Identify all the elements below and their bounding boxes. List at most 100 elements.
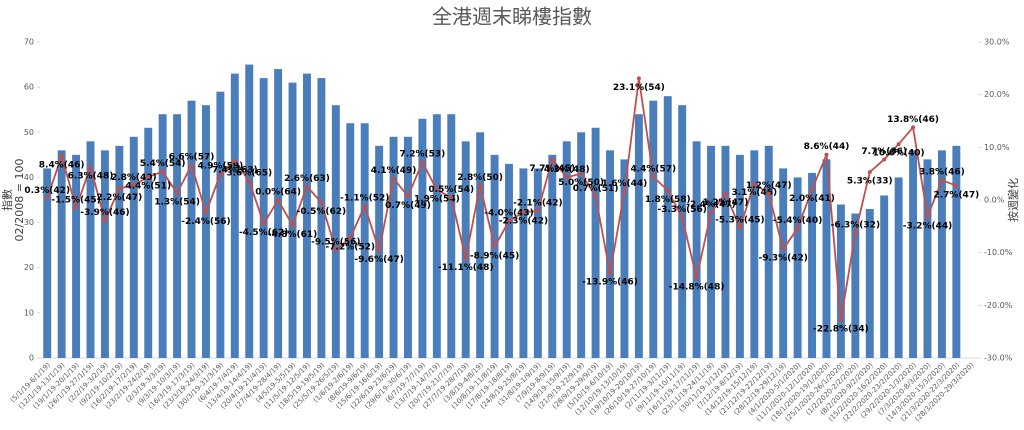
bar bbox=[721, 145, 730, 358]
marker bbox=[88, 164, 93, 169]
data-label: -3.2%(44) bbox=[903, 221, 952, 231]
marker bbox=[117, 186, 122, 191]
data-label: -0.5%(62) bbox=[297, 207, 346, 217]
marker bbox=[838, 318, 843, 323]
data-label: 2.8%(49) bbox=[111, 173, 157, 183]
bar bbox=[187, 100, 196, 358]
y2-tick-label: 30.0% bbox=[984, 38, 1010, 47]
marker bbox=[651, 174, 656, 179]
y2-tick-label: -10.0% bbox=[984, 248, 1013, 257]
marker bbox=[492, 244, 497, 249]
data-label: -5.4%(40) bbox=[773, 216, 822, 226]
marker bbox=[232, 159, 237, 164]
bar bbox=[86, 141, 95, 358]
marker bbox=[564, 175, 569, 180]
marker bbox=[680, 215, 685, 220]
data-label: -2.1%(42) bbox=[513, 199, 562, 209]
bar bbox=[764, 145, 773, 358]
y2-tick-label: -30.0% bbox=[984, 354, 1013, 363]
data-label: 2.6%(63) bbox=[284, 174, 330, 184]
marker bbox=[449, 195, 454, 200]
marker bbox=[911, 125, 916, 130]
data-label: 4.1%(49) bbox=[371, 166, 417, 176]
data-label: 5.4%(54) bbox=[140, 159, 186, 169]
marker bbox=[333, 248, 338, 253]
bar bbox=[952, 145, 961, 358]
marker bbox=[737, 225, 742, 230]
bar bbox=[288, 82, 297, 358]
data-label: 3.6%(65) bbox=[226, 169, 272, 179]
data-label: 6.3%(48) bbox=[68, 171, 114, 181]
data-label: 0.5%(54) bbox=[428, 185, 474, 195]
bar bbox=[230, 73, 239, 358]
bar bbox=[57, 150, 66, 358]
data-label: 5.3%(33) bbox=[847, 177, 893, 187]
marker bbox=[622, 189, 627, 194]
marker bbox=[853, 231, 858, 236]
marker bbox=[434, 187, 439, 192]
data-label: 7.7%(45) bbox=[529, 164, 575, 174]
bar bbox=[909, 150, 918, 358]
y-tick-label: 60 bbox=[24, 83, 34, 92]
bar bbox=[836, 204, 845, 358]
bar bbox=[158, 114, 167, 358]
marker bbox=[593, 194, 598, 199]
data-label: -2.4%(56) bbox=[181, 217, 230, 227]
marker bbox=[247, 179, 252, 184]
bar bbox=[735, 154, 744, 358]
y2-tick-label: 0.0% bbox=[984, 196, 1005, 205]
data-label: 1.2%(47) bbox=[703, 198, 749, 208]
data-label: -2.3%(42) bbox=[499, 217, 548, 227]
data-label: 10.6%(40) bbox=[873, 149, 925, 159]
bar bbox=[663, 96, 672, 359]
marker bbox=[752, 181, 757, 186]
bar bbox=[562, 141, 571, 358]
bar bbox=[649, 100, 658, 358]
data-label: 4.9%(59) bbox=[198, 162, 244, 172]
data-label: -6.3%(32) bbox=[831, 221, 880, 231]
marker bbox=[608, 271, 613, 276]
data-label: 0.7%(49) bbox=[385, 201, 431, 211]
data-label: -11.1%(48) bbox=[438, 263, 494, 273]
bar bbox=[360, 123, 369, 358]
data-label: -13.9%(46) bbox=[582, 278, 638, 288]
bar bbox=[634, 114, 643, 358]
bar bbox=[432, 114, 441, 358]
marker bbox=[896, 142, 901, 147]
bar bbox=[707, 145, 715, 358]
data-label: 2.2%(47) bbox=[97, 193, 143, 203]
y-tick-label: 30 bbox=[24, 218, 34, 227]
marker bbox=[391, 176, 396, 181]
y-tick-label: 20 bbox=[24, 263, 34, 272]
data-label: 2.8%(50) bbox=[457, 173, 503, 183]
marker bbox=[478, 183, 483, 188]
bar bbox=[533, 168, 542, 358]
data-label: -8.9%(45) bbox=[470, 251, 519, 261]
bar bbox=[591, 127, 600, 359]
data-label: 8.6%(44) bbox=[804, 142, 850, 152]
marker bbox=[261, 221, 266, 226]
marker bbox=[146, 174, 151, 179]
marker bbox=[925, 214, 930, 219]
marker bbox=[348, 235, 353, 240]
y-axis-label: 指數 bbox=[0, 189, 14, 211]
y-tick-label: 40 bbox=[24, 173, 34, 182]
data-label: -2.4%(47) bbox=[686, 200, 735, 210]
bar bbox=[490, 154, 499, 358]
data-label: 1.9%(54) bbox=[414, 194, 460, 204]
data-label: 0.7%(51) bbox=[573, 184, 619, 194]
bar bbox=[779, 168, 788, 358]
data-label: -1.5%(45) bbox=[51, 195, 100, 205]
marker bbox=[74, 205, 79, 210]
bar bbox=[750, 150, 759, 358]
bar bbox=[418, 118, 427, 358]
y-axis-label: 02/2008 = 100 bbox=[13, 159, 26, 242]
bar bbox=[678, 105, 687, 358]
marker bbox=[175, 191, 180, 196]
data-label: -3.9%(46) bbox=[80, 208, 129, 218]
data-label: 1.3%(54) bbox=[154, 198, 200, 208]
data-label: 4.4%(51) bbox=[125, 181, 171, 191]
data-label: 23.1%(54) bbox=[613, 83, 665, 93]
bar bbox=[461, 141, 470, 358]
